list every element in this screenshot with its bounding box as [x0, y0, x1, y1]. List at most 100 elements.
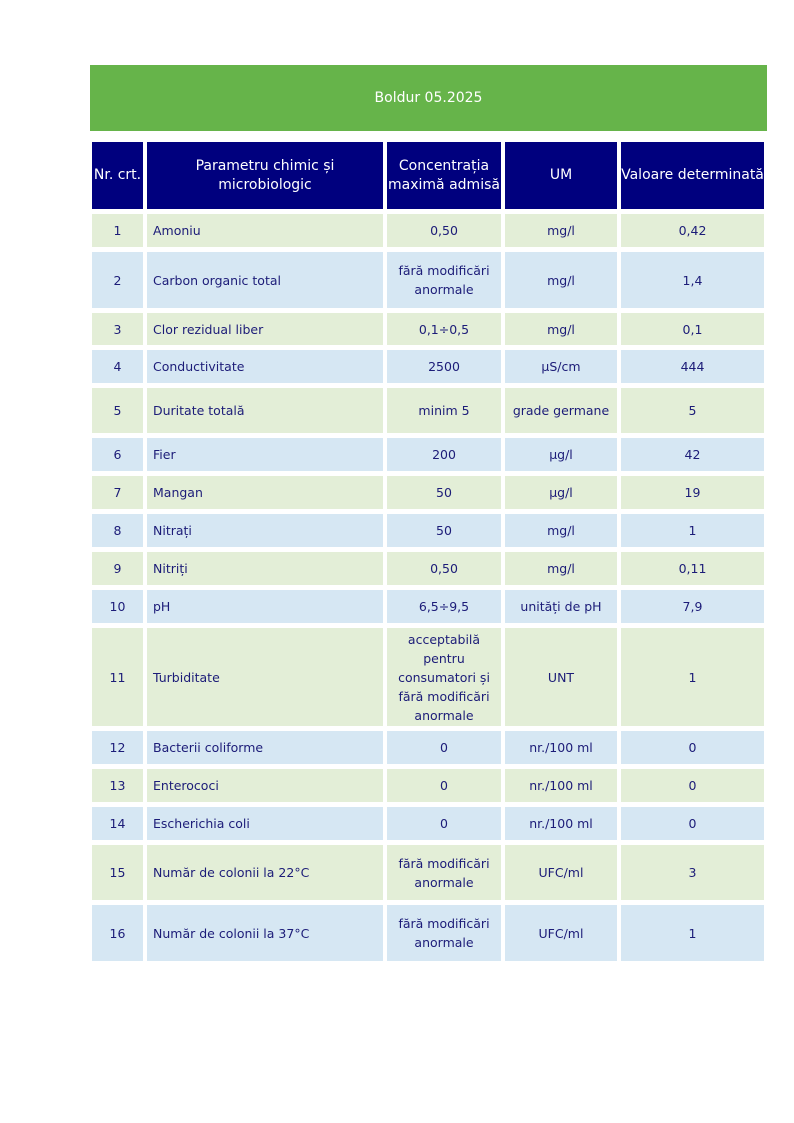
table-row: 8 Nitrați 50 mg/l 1	[92, 514, 766, 547]
cell-parameter: Duritate totală	[147, 388, 383, 433]
cell-determined-value: 0,42	[621, 214, 764, 247]
cell-parameter: pH	[147, 590, 383, 623]
table-row: 2 Carbon organic total fără modificări ano…	[92, 252, 766, 308]
cell-parameter: Clor rezidual liber	[147, 313, 383, 345]
cell-nr: 9	[92, 552, 143, 585]
cell-um: µS/cm	[505, 350, 617, 383]
cell-um: nr./100 ml	[505, 769, 617, 802]
table-row: 12 Bacterii coliforme 0 nr./100 ml 0	[92, 731, 766, 764]
cell-max-concentration: 50	[387, 514, 501, 547]
cell-um: mg/l	[505, 214, 617, 247]
table-row: 9 Nitriți 0,50 mg/l 0,11	[92, 552, 766, 585]
cell-nr: 2	[92, 252, 143, 308]
cell-max-concentration: fără modificări anormale	[387, 252, 501, 308]
cell-um: nr./100 ml	[505, 731, 617, 764]
cell-nr: 8	[92, 514, 143, 547]
cell-parameter: Fier	[147, 438, 383, 471]
cell-nr: 11	[92, 628, 143, 726]
cell-max-concentration: 0	[387, 769, 501, 802]
cell-determined-value: 0	[621, 807, 764, 840]
cell-um: mg/l	[505, 313, 617, 345]
cell-um: nr./100 ml	[505, 807, 617, 840]
cell-parameter: Escherichia coli	[147, 807, 383, 840]
report-title-banner: Boldur 05.2025	[90, 65, 767, 131]
cell-nr: 10	[92, 590, 143, 623]
cell-determined-value: 19	[621, 476, 764, 509]
cell-max-concentration: minim 5	[387, 388, 501, 433]
header-parameter: Parametru chimic și microbiologic	[147, 142, 383, 209]
cell-um: unități de pH	[505, 590, 617, 623]
cell-nr: 15	[92, 845, 143, 900]
cell-determined-value: 1	[621, 628, 764, 726]
cell-parameter: Nitrați	[147, 514, 383, 547]
cell-determined-value: 0	[621, 769, 764, 802]
cell-determined-value: 0,11	[621, 552, 764, 585]
table-row: 6 Fier 200 µg/l 42	[92, 438, 766, 471]
header-nr: Nr. crt.	[92, 142, 143, 209]
table-row: 13 Enterococi 0 nr./100 ml 0	[92, 769, 766, 802]
table-row: 16 Număr de colonii la 37°C fără modificăr…	[92, 905, 766, 961]
table-row: 4 Conductivitate 2500 µS/cm 444	[92, 350, 766, 383]
cell-parameter: Bacterii coliforme	[147, 731, 383, 764]
header-determined-value: Valoare determinată	[621, 142, 764, 209]
table-row: 15 Număr de colonii la 22°C fără modificăr…	[92, 845, 766, 900]
cell-um: µg/l	[505, 438, 617, 471]
cell-parameter: Mangan	[147, 476, 383, 509]
cell-um: grade germane	[505, 388, 617, 433]
cell-determined-value: 1	[621, 905, 764, 961]
cell-max-concentration: 2500	[387, 350, 501, 383]
cell-nr: 4	[92, 350, 143, 383]
cell-max-concentration: 6,5÷9,5	[387, 590, 501, 623]
cell-nr: 7	[92, 476, 143, 509]
cell-nr: 14	[92, 807, 143, 840]
cell-nr: 6	[92, 438, 143, 471]
cell-max-concentration: acceptabilă pentru consumatori și fără m…	[387, 628, 501, 726]
header-um: UM	[505, 142, 617, 209]
cell-um: UFC/ml	[505, 845, 617, 900]
cell-parameter: Amoniu	[147, 214, 383, 247]
header-max-concentration: Concentrația maximă admisă	[387, 142, 501, 209]
cell-parameter: Număr de colonii la 22°C	[147, 845, 383, 900]
table-row: 10 pH 6,5÷9,5 unități de pH 7,9	[92, 590, 766, 623]
cell-max-concentration: 50	[387, 476, 501, 509]
cell-um: UFC/ml	[505, 905, 617, 961]
cell-parameter: Număr de colonii la 37°C	[147, 905, 383, 961]
cell-max-concentration: fără modificări anormale	[387, 845, 501, 900]
cell-max-concentration: 0,50	[387, 214, 501, 247]
cell-determined-value: 1	[621, 514, 764, 547]
water-quality-table: Nr. crt. Parametru chimic și microbiolog…	[92, 142, 766, 966]
table-body: 1 Amoniu 0,50 mg/l 0,42 2 Carbon organic total…	[92, 214, 766, 961]
cell-determined-value: 3	[621, 845, 764, 900]
cell-parameter: Conductivitate	[147, 350, 383, 383]
cell-determined-value: 42	[621, 438, 764, 471]
cell-determined-value: 5	[621, 388, 764, 433]
cell-determined-value: 0,1	[621, 313, 764, 345]
cell-um: mg/l	[505, 252, 617, 308]
cell-max-concentration: 0	[387, 731, 501, 764]
table-row: 11 Turbiditate acceptabilă pentru consumat…	[92, 628, 766, 726]
table-row: 7 Mangan 50 µg/l 19	[92, 476, 766, 509]
cell-determined-value: 7,9	[621, 590, 764, 623]
cell-nr: 1	[92, 214, 143, 247]
cell-determined-value: 0	[621, 731, 764, 764]
cell-determined-value: 444	[621, 350, 764, 383]
table-row: 3 Clor rezidual liber 0,1÷0,5 mg/l 0,1	[92, 313, 766, 345]
cell-nr: 16	[92, 905, 143, 961]
cell-parameter: Nitriți	[147, 552, 383, 585]
cell-max-concentration: 200	[387, 438, 501, 471]
table-row: 5 Duritate totală minim 5 grade germane 5	[92, 388, 766, 433]
cell-nr: 3	[92, 313, 143, 345]
cell-determined-value: 1,4	[621, 252, 764, 308]
cell-max-concentration: fără modificări anormale	[387, 905, 501, 961]
cell-um: µg/l	[505, 476, 617, 509]
cell-max-concentration: 0	[387, 807, 501, 840]
cell-max-concentration: 0,50	[387, 552, 501, 585]
cell-parameter: Turbiditate	[147, 628, 383, 726]
cell-nr: 13	[92, 769, 143, 802]
table-row: 1 Amoniu 0,50 mg/l 0,42	[92, 214, 766, 247]
report-title: Boldur 05.2025	[374, 90, 483, 106]
cell-max-concentration: 0,1÷0,5	[387, 313, 501, 345]
cell-parameter: Carbon organic total	[147, 252, 383, 308]
cell-parameter: Enterococi	[147, 769, 383, 802]
cell-um: UNT	[505, 628, 617, 726]
